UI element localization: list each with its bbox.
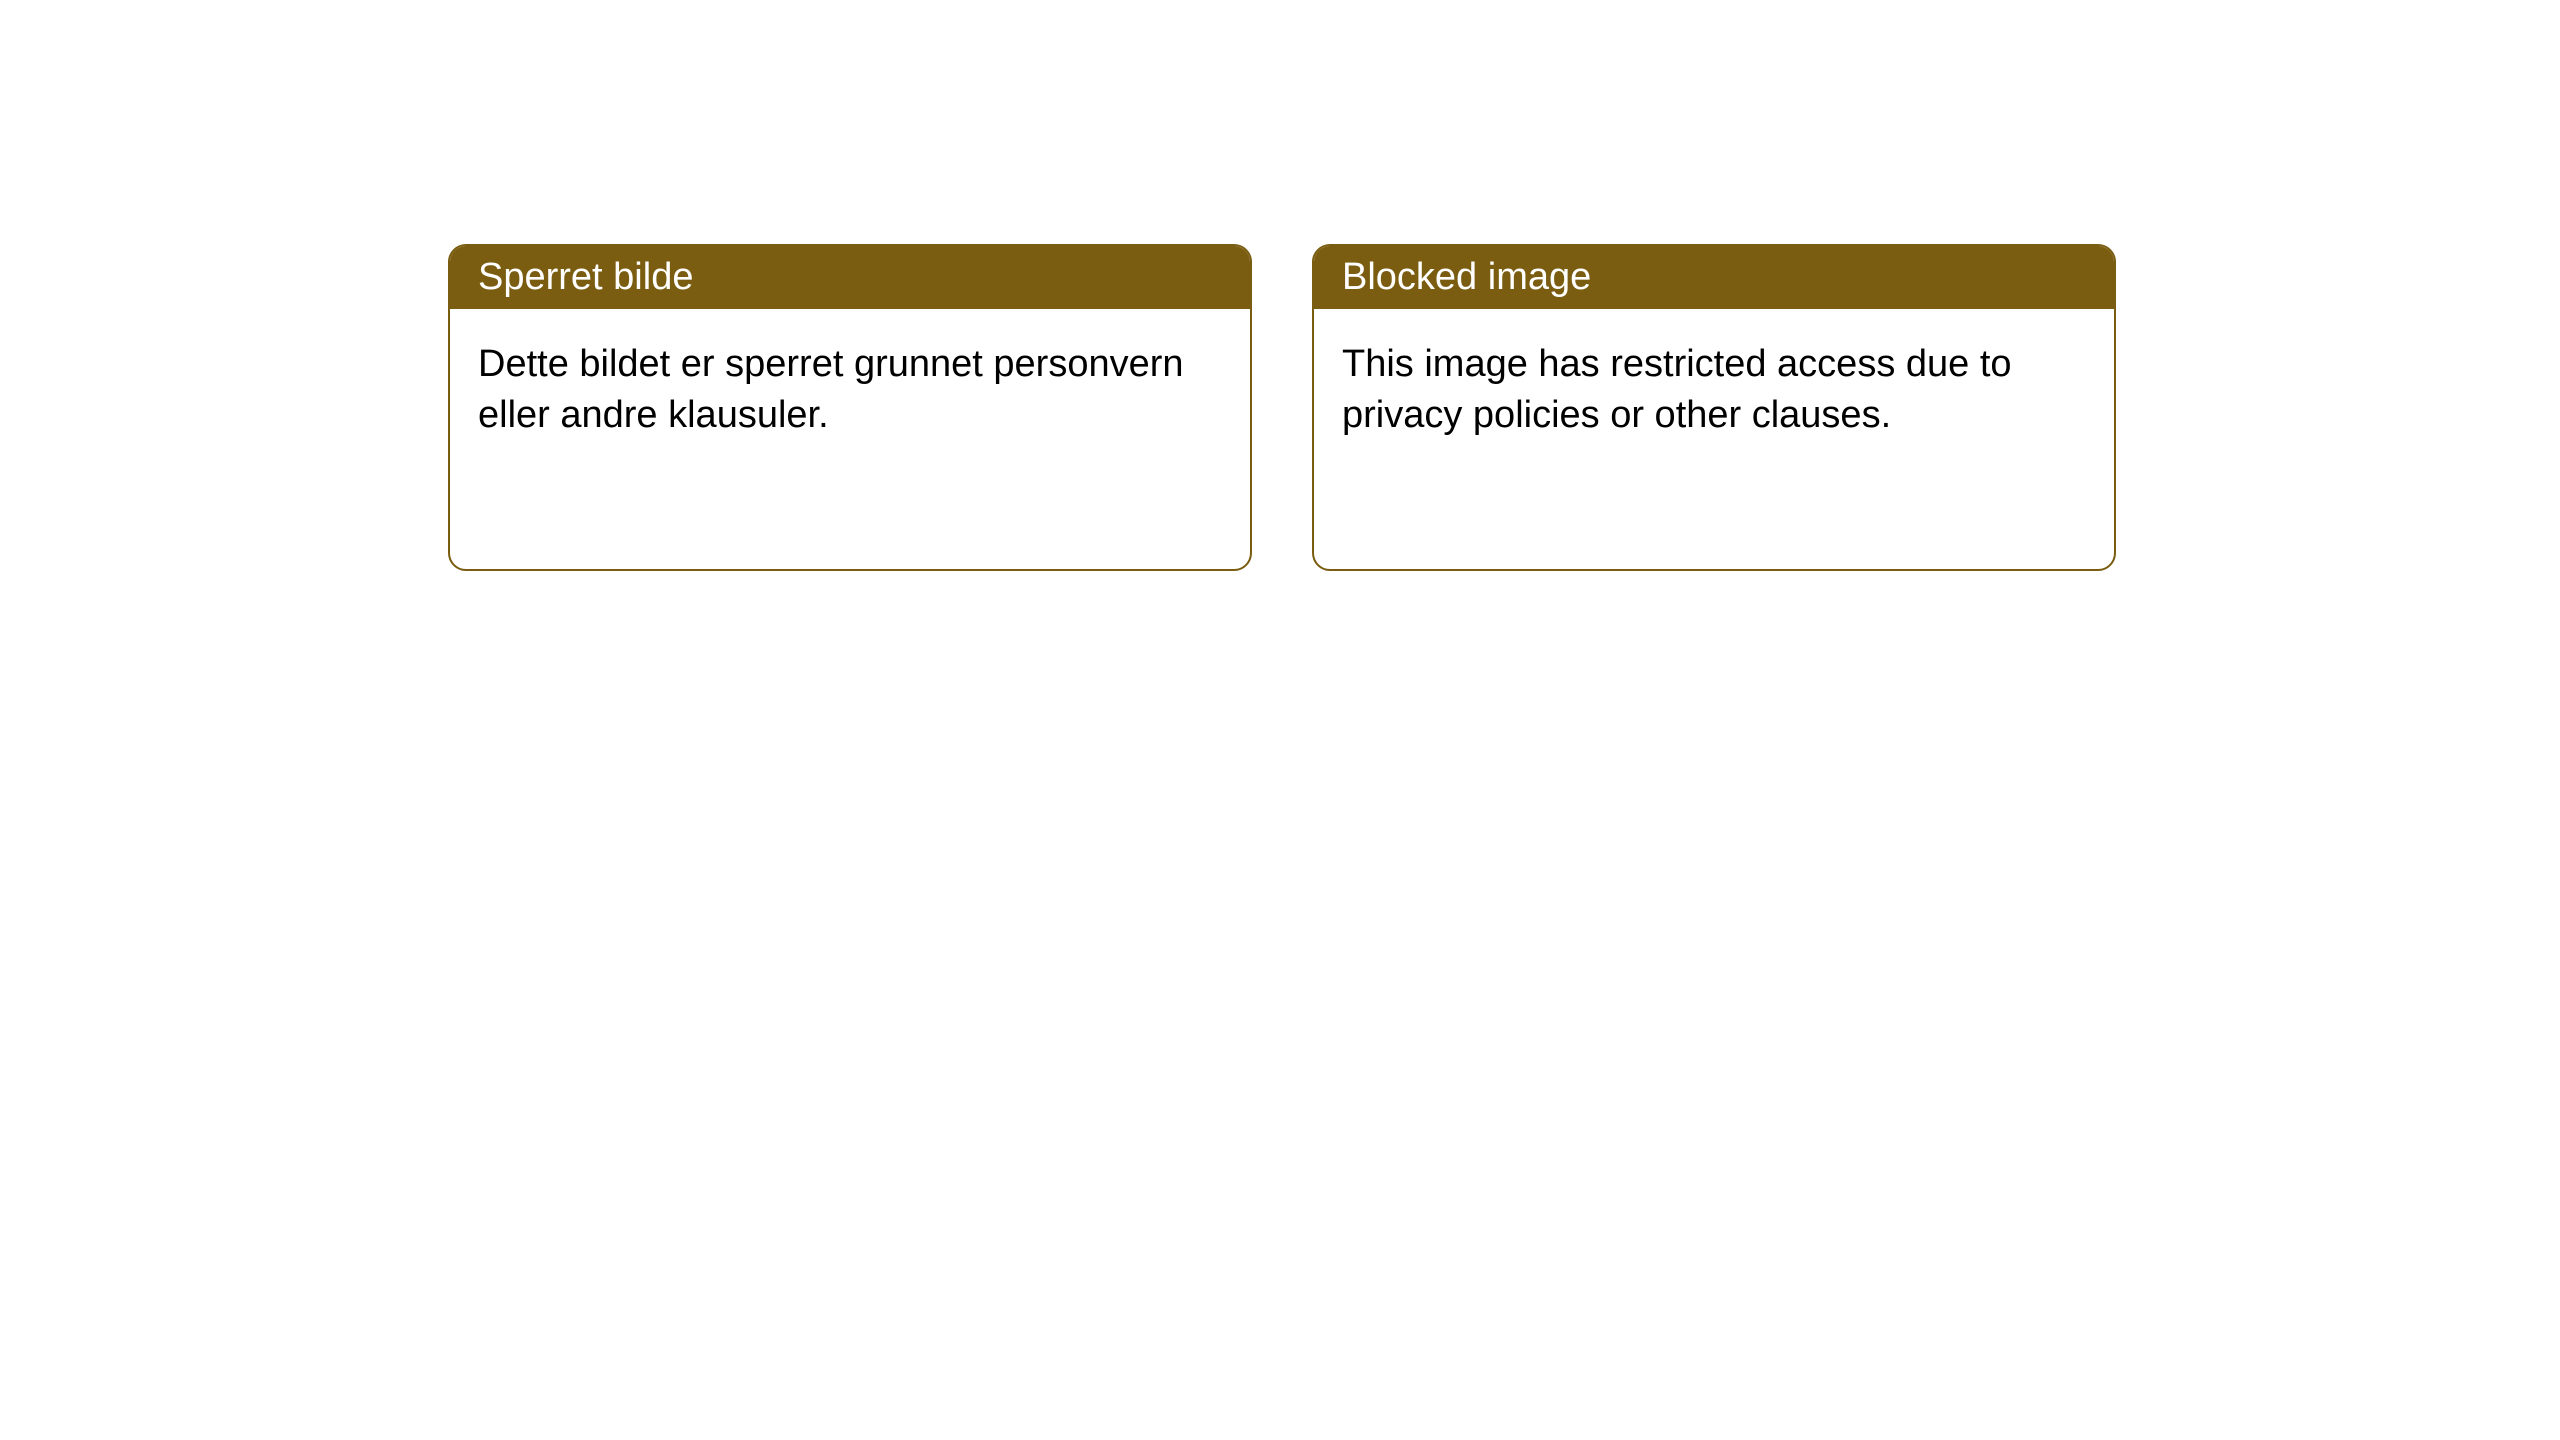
- notice-container: Sperret bilde Dette bildet er sperret gr…: [0, 0, 2560, 571]
- card-header-text: Sperret bilde: [478, 256, 693, 298]
- card-body-text: Dette bildet er sperret grunnet personve…: [478, 343, 1184, 436]
- card-header: Sperret bilde: [450, 246, 1250, 309]
- card-body-text: This image has restricted access due to …: [1342, 343, 2012, 436]
- card-header-text: Blocked image: [1342, 256, 1591, 298]
- card-body: Dette bildet er sperret grunnet personve…: [450, 309, 1250, 569]
- blocked-image-card-english: Blocked image This image has restricted …: [1312, 244, 2116, 571]
- blocked-image-card-norwegian: Sperret bilde Dette bildet er sperret gr…: [448, 244, 1252, 571]
- card-body: This image has restricted access due to …: [1314, 309, 2114, 569]
- card-header: Blocked image: [1314, 246, 2114, 309]
